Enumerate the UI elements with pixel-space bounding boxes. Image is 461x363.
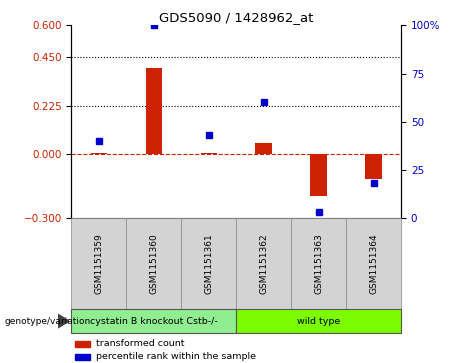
Bar: [75, 354, 89, 360]
Bar: [310, 154, 327, 196]
Text: cystatin B knockout Cstb-/-: cystatin B knockout Cstb-/-: [90, 317, 218, 326]
Bar: [71, 218, 126, 310]
Text: genotype/variation: genotype/variation: [5, 317, 91, 326]
Bar: [71, 309, 236, 333]
Text: wild type: wild type: [297, 317, 340, 326]
Text: GSM1151360: GSM1151360: [149, 234, 159, 294]
Polygon shape: [58, 314, 69, 328]
Text: GSM1151364: GSM1151364: [369, 234, 378, 294]
Text: percentile rank within the sample: percentile rank within the sample: [96, 352, 256, 361]
Text: GSM1151362: GSM1151362: [259, 234, 268, 294]
Bar: [291, 218, 346, 310]
Bar: [146, 68, 162, 154]
Bar: [201, 153, 217, 154]
Text: GSM1151363: GSM1151363: [314, 234, 323, 294]
Bar: [126, 218, 181, 310]
Text: transformed count: transformed count: [96, 339, 185, 348]
Bar: [236, 309, 401, 333]
Bar: [366, 154, 382, 179]
Bar: [181, 218, 236, 310]
Bar: [255, 143, 272, 154]
Text: GSM1151361: GSM1151361: [204, 234, 213, 294]
Bar: [91, 153, 107, 154]
Title: GDS5090 / 1428962_at: GDS5090 / 1428962_at: [159, 11, 313, 24]
Bar: [75, 340, 89, 347]
Bar: [236, 218, 291, 310]
Text: GSM1151359: GSM1151359: [95, 234, 103, 294]
Bar: [346, 218, 401, 310]
